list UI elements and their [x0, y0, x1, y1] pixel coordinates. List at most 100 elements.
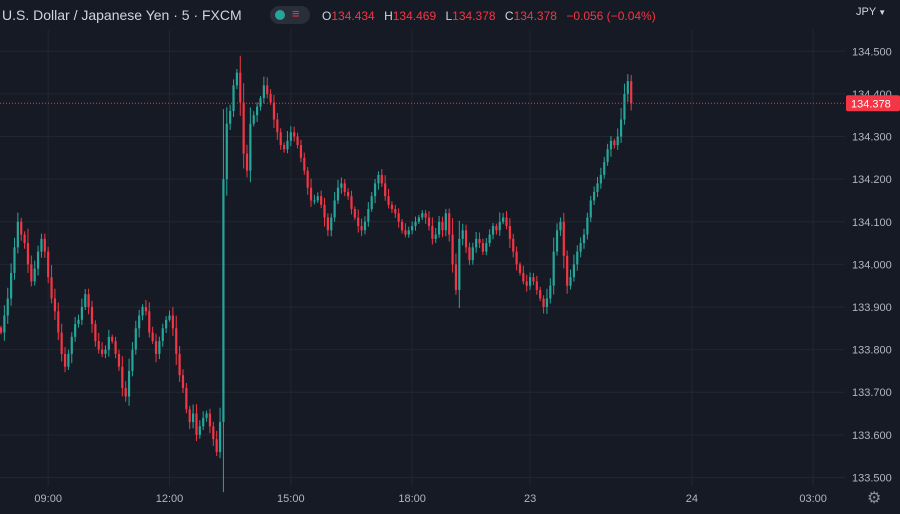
candle-body [279, 132, 282, 146]
currency-selector[interactable]: JPY ▼ [856, 6, 886, 18]
candle-body [185, 387, 188, 410]
candle-body [579, 243, 582, 252]
candle-body [417, 217, 420, 222]
candle-body [407, 230, 410, 235]
candle-body [47, 251, 50, 278]
candle-body [589, 200, 592, 218]
candle-body [630, 81, 633, 104]
candle-body [80, 307, 83, 320]
candle-body [272, 102, 276, 120]
candle-body [40, 238, 43, 252]
candle-body [0, 327, 3, 333]
candle-body [121, 366, 124, 388]
candle-body [212, 426, 215, 440]
candle-body [3, 315, 6, 333]
gear-icon[interactable]: ⚙ [867, 490, 882, 507]
y-tick-label: 134.100 [852, 217, 892, 229]
candle-body [384, 183, 387, 197]
candle-body [104, 349, 107, 354]
visibility-toggle[interactable]: ≡ [270, 6, 310, 24]
y-tick-label: 133.500 [852, 472, 892, 484]
candle-body [70, 336, 73, 354]
candle-body [293, 132, 296, 137]
candle-body [566, 255, 569, 286]
candle-body [508, 226, 511, 239]
candle-body [215, 439, 218, 452]
candle-body [394, 208, 397, 214]
candle-body [195, 413, 198, 435]
chart-header: U.S. Dollar / Japanese Yen · 5 · FXCM ≡ … [0, 0, 900, 30]
candle-body [475, 238, 478, 248]
candle-body [181, 375, 185, 388]
candle-body [299, 145, 303, 158]
ohlc-legend: O134.434 H134.469 L134.378 C134.378 −0.0… [322, 9, 662, 23]
x-tick-label: 12:00 [156, 493, 184, 505]
candle-body [198, 426, 201, 435]
candle-body [586, 217, 589, 235]
candle-body [239, 72, 242, 103]
candle-body [168, 315, 171, 320]
candle-body [491, 226, 495, 235]
candle-body [50, 277, 53, 299]
candle-body [245, 153, 249, 171]
candle-body [360, 226, 363, 231]
candle-body [154, 341, 158, 354]
candle-body [90, 307, 94, 325]
candle-body [576, 251, 579, 265]
candle-body [485, 243, 488, 252]
candle-body [10, 272, 13, 299]
candle-body [303, 157, 306, 171]
x-tick-label: 23 [524, 493, 536, 505]
candle-body [242, 102, 245, 154]
candle-body [532, 277, 535, 282]
candle-body [124, 387, 127, 397]
candle-body [515, 251, 518, 265]
candle-body [555, 230, 559, 252]
candle-body [101, 349, 104, 354]
candle-body [60, 332, 63, 354]
x-tick-label: 18:00 [398, 493, 426, 505]
candle-body [107, 336, 110, 350]
candle-body [235, 72, 238, 86]
y-tick-label: 134.200 [852, 174, 892, 186]
candle-body [63, 353, 67, 367]
change-value: −0.056 (−0.04%) [566, 9, 656, 23]
candle-body [282, 145, 286, 150]
candle-body [458, 238, 461, 290]
candle-body [603, 162, 606, 175]
candle-body [134, 328, 137, 350]
candle-body [495, 226, 498, 231]
candle-body [111, 336, 114, 342]
candle-body [502, 217, 505, 222]
candle-body [518, 264, 522, 273]
candle-body [596, 183, 599, 192]
candle-body [431, 226, 434, 239]
candle-body [191, 413, 195, 423]
candle-body [404, 230, 407, 235]
candle-body [347, 191, 350, 197]
candle-body [158, 341, 161, 354]
candle-body [333, 200, 336, 218]
candle-body [148, 311, 151, 333]
candle-body [528, 277, 532, 286]
candle-body [380, 174, 383, 184]
candle-body [549, 285, 552, 299]
candle-body [296, 136, 299, 146]
candle-body [256, 106, 259, 116]
candle-body [289, 132, 292, 141]
candle-body [161, 328, 164, 342]
candle-body [269, 93, 272, 103]
candle-body [525, 281, 528, 286]
candle-body [330, 217, 333, 231]
candle-body [178, 353, 181, 376]
candle-body [97, 341, 100, 350]
symbol-title[interactable]: U.S. Dollar / Japanese Yen · 5 · FXCM [2, 7, 242, 23]
candle-body [340, 183, 343, 188]
candle-body [454, 264, 458, 290]
high-key: H [384, 9, 393, 23]
candle-body [623, 93, 626, 120]
candle-body [259, 98, 262, 107]
y-tick-label: 133.900 [852, 302, 892, 314]
candle-body [468, 247, 471, 261]
